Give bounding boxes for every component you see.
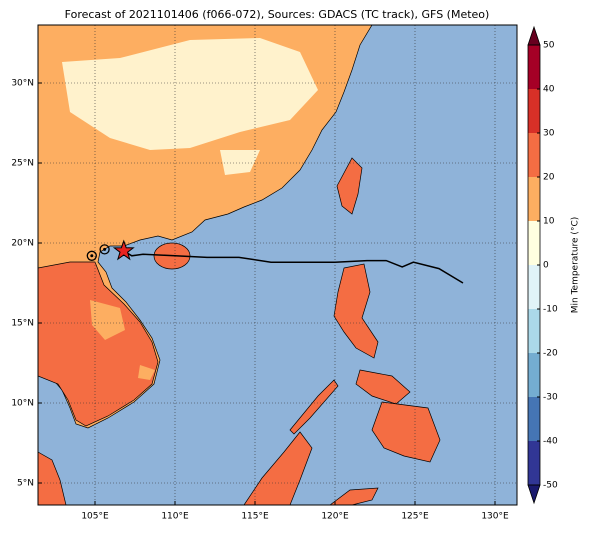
colorbar-label: Min Temperature (°C)	[571, 217, 581, 314]
past-position-dot	[90, 254, 94, 258]
past-position	[99, 244, 110, 255]
colorbar-tick-label: -10	[543, 305, 558, 315]
axes: 105°E 110°E 115°E 120°E 125°E 130°E 5°N 10°N 15°…	[11, 79, 509, 522]
x-tick-label: 115°E	[241, 512, 269, 522]
x-tick-label: 125°E	[401, 512, 429, 522]
colorbar-tick-label: 30	[543, 129, 555, 139]
colorbar-tick-label: -50	[543, 481, 558, 491]
past-position-dot	[103, 247, 107, 251]
colorbar-segment	[528, 45, 540, 89]
borneo	[243, 431, 313, 505]
x-tick-label: 120°E	[321, 512, 349, 522]
colorbar-segment	[528, 265, 540, 309]
mindanao	[371, 401, 441, 463]
colorbar-segment	[528, 177, 540, 221]
y-tick-label: 10°N	[11, 399, 34, 409]
map	[38, 25, 517, 505]
taiwan	[336, 157, 363, 215]
current-position	[112, 239, 135, 261]
indochina	[38, 261, 159, 427]
colorbar-tick-label: 0	[543, 261, 549, 271]
x-tick-label: 130°E	[481, 512, 509, 522]
colorbar: -50 -40 -30 -20 -10 0 10 20 30 40 50	[527, 25, 558, 505]
map-frame	[37, 24, 518, 506]
colorbar-segment	[528, 353, 540, 397]
colorbar-tick-label: -40	[543, 437, 558, 447]
colorbar-tick-label: -20	[543, 349, 558, 359]
colorbar-tick-label: 20	[543, 173, 555, 183]
track-line	[123, 250, 464, 284]
warm-patch	[90, 300, 155, 380]
colorbar-segment	[528, 133, 540, 177]
sulawesi	[329, 487, 379, 505]
colorbar-tick-label: 40	[543, 85, 555, 95]
colorbar-segment	[528, 89, 540, 133]
x-tick-label: 105°E	[81, 512, 109, 522]
past-position	[86, 250, 97, 261]
cool-region	[62, 38, 318, 175]
colorbar-under	[527, 484, 541, 505]
palawan	[289, 379, 339, 435]
y-tick-label: 30°N	[11, 79, 34, 89]
grid	[38, 25, 517, 505]
y-tick-label: 20°N	[11, 239, 34, 249]
colorbar-tick-label: 10	[543, 217, 555, 227]
y-tick-label: 25°N	[11, 159, 34, 169]
track-layer	[86, 239, 464, 284]
colorbar-over	[527, 25, 541, 46]
colorbar-tick-label: 50	[543, 41, 555, 51]
colorbar-segment	[528, 397, 540, 441]
colorbar-segment	[528, 221, 540, 265]
colorbar-segment	[528, 309, 540, 353]
y-tick-label: 5°N	[17, 479, 34, 489]
colorbar-tick-label: -30	[543, 393, 558, 403]
colorbar-segment	[528, 441, 540, 485]
y-tick-label: 15°N	[11, 319, 34, 329]
x-tick-label: 110°E	[161, 512, 189, 522]
luzon	[333, 263, 379, 359]
chart-title: Forecast of 2021101406 (f066-072), Sourc…	[65, 8, 490, 21]
malay-peninsula	[38, 451, 67, 505]
